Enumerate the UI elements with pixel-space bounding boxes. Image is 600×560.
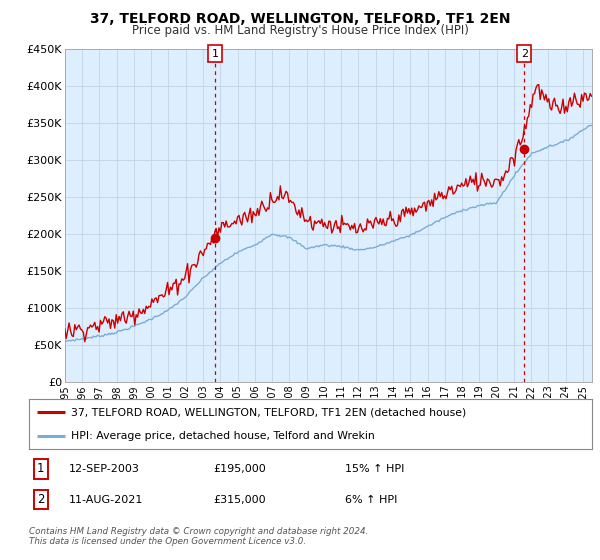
Text: 1: 1: [212, 49, 218, 59]
Text: 11-AUG-2021: 11-AUG-2021: [69, 494, 143, 505]
Text: 12-SEP-2003: 12-SEP-2003: [69, 464, 140, 474]
Text: 1: 1: [37, 462, 44, 475]
Text: 2: 2: [521, 49, 528, 59]
Text: Price paid vs. HM Land Registry's House Price Index (HPI): Price paid vs. HM Land Registry's House …: [131, 24, 469, 36]
Text: £315,000: £315,000: [213, 494, 266, 505]
Text: 2: 2: [37, 493, 44, 506]
Text: 6% ↑ HPI: 6% ↑ HPI: [345, 494, 397, 505]
Text: £195,000: £195,000: [213, 464, 266, 474]
Text: 37, TELFORD ROAD, WELLINGTON, TELFORD, TF1 2EN (detached house): 37, TELFORD ROAD, WELLINGTON, TELFORD, T…: [71, 407, 466, 417]
Text: 15% ↑ HPI: 15% ↑ HPI: [345, 464, 404, 474]
Text: Contains HM Land Registry data © Crown copyright and database right 2024.
This d: Contains HM Land Registry data © Crown c…: [29, 526, 368, 546]
Text: 37, TELFORD ROAD, WELLINGTON, TELFORD, TF1 2EN: 37, TELFORD ROAD, WELLINGTON, TELFORD, T…: [90, 12, 510, 26]
Text: HPI: Average price, detached house, Telford and Wrekin: HPI: Average price, detached house, Telf…: [71, 431, 375, 441]
